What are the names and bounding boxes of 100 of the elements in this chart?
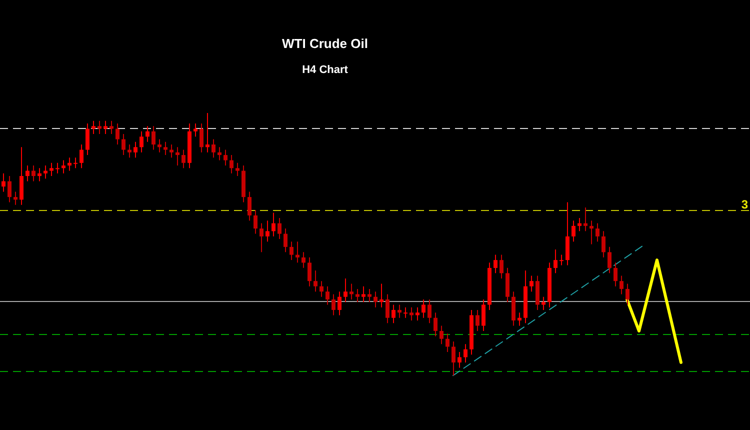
candlestick — [296, 241, 300, 264]
candlestick — [434, 312, 438, 337]
candlestick — [380, 283, 384, 308]
candlestick — [104, 120, 108, 135]
candlestick — [146, 126, 150, 142]
candlestick — [152, 126, 156, 150]
candlestick — [158, 138, 162, 153]
candlestick — [572, 220, 576, 242]
candlestick — [272, 212, 276, 237]
candlestick — [626, 283, 630, 306]
candlestick — [530, 275, 534, 292]
candlestick — [302, 252, 306, 268]
candlestick — [458, 351, 462, 368]
candlestick — [404, 306, 408, 318]
candlestick — [50, 162, 54, 177]
candlestick — [266, 220, 270, 242]
candlestick — [374, 291, 378, 308]
candlestick — [26, 165, 30, 182]
candlestick — [446, 333, 450, 352]
candlestick — [20, 146, 24, 206]
candlestick — [254, 210, 258, 234]
candlestick — [560, 254, 564, 266]
candlestick — [500, 254, 504, 279]
candlestick — [116, 123, 120, 146]
candlestick — [308, 256, 312, 287]
candlestick — [542, 296, 546, 310]
candlestick — [566, 202, 570, 266]
candlestick — [32, 165, 36, 182]
candlestick — [476, 309, 480, 332]
candlestick — [38, 168, 42, 182]
candlestick — [290, 241, 294, 261]
candlestick — [92, 120, 96, 135]
candlestick — [398, 304, 402, 318]
candlestick — [68, 157, 72, 172]
candlestick — [122, 134, 126, 156]
candlestick — [536, 275, 540, 310]
candlestick — [428, 298, 432, 324]
candlestick — [410, 306, 414, 321]
candlestick — [332, 294, 336, 316]
candlestick — [554, 249, 558, 274]
candlestick — [170, 144, 174, 158]
candlestick — [176, 146, 180, 166]
candlestick — [368, 288, 372, 303]
candlestick — [350, 283, 354, 300]
candlestick — [578, 218, 582, 232]
candlestick — [74, 157, 78, 169]
candlestick — [356, 288, 360, 303]
candlestick — [164, 141, 168, 156]
candlestick — [182, 149, 186, 169]
candlestick — [56, 162, 60, 174]
candlestick — [44, 165, 48, 180]
candlestick — [506, 267, 510, 303]
candlestick — [14, 191, 18, 206]
candlestick — [140, 130, 144, 153]
candlestick — [236, 162, 240, 177]
candlestick — [596, 222, 600, 242]
candlestick — [386, 294, 390, 324]
candlestick — [392, 304, 396, 324]
candlestick — [134, 141, 138, 158]
candlestick — [212, 138, 216, 158]
candlestick — [416, 306, 420, 321]
candlestick — [326, 286, 330, 306]
chart-title: WTI Crude Oil — [281, 36, 369, 51]
candlestick — [218, 146, 222, 161]
candlestick — [8, 176, 12, 203]
candlestick — [230, 154, 234, 174]
candlestick — [494, 254, 498, 274]
candlestick — [200, 123, 204, 153]
candlestick — [320, 280, 324, 298]
candlestick — [314, 270, 318, 292]
chart-subtitle: H4 Chart — [301, 64, 349, 76]
candlestick — [2, 172, 6, 192]
candlestick — [482, 298, 486, 332]
candlestick — [440, 325, 444, 345]
candlestick — [86, 123, 90, 156]
candlestick — [464, 344, 468, 363]
candlestick — [422, 298, 426, 318]
candlestick — [62, 160, 66, 174]
candlestick — [362, 286, 366, 303]
candlestick — [512, 291, 516, 326]
candlestick — [128, 144, 132, 158]
candlestick — [260, 222, 264, 253]
candlestick — [248, 191, 252, 222]
candlestick — [278, 218, 282, 240]
candlestick — [338, 291, 342, 316]
candlestick — [452, 340, 456, 376]
candlestick — [110, 120, 114, 135]
candlestick — [344, 278, 348, 303]
candlestick — [224, 149, 228, 166]
candlestick — [80, 144, 84, 169]
candlestick — [98, 120, 102, 135]
candlestick — [194, 123, 198, 138]
annotation: 3 — [741, 197, 748, 212]
candlestick — [620, 275, 624, 295]
candlestick — [590, 220, 594, 245]
candlestick — [614, 262, 618, 287]
candlestick — [608, 246, 612, 274]
candlestick — [518, 312, 522, 326]
candlestick — [206, 112, 210, 153]
candlestick — [602, 230, 606, 258]
